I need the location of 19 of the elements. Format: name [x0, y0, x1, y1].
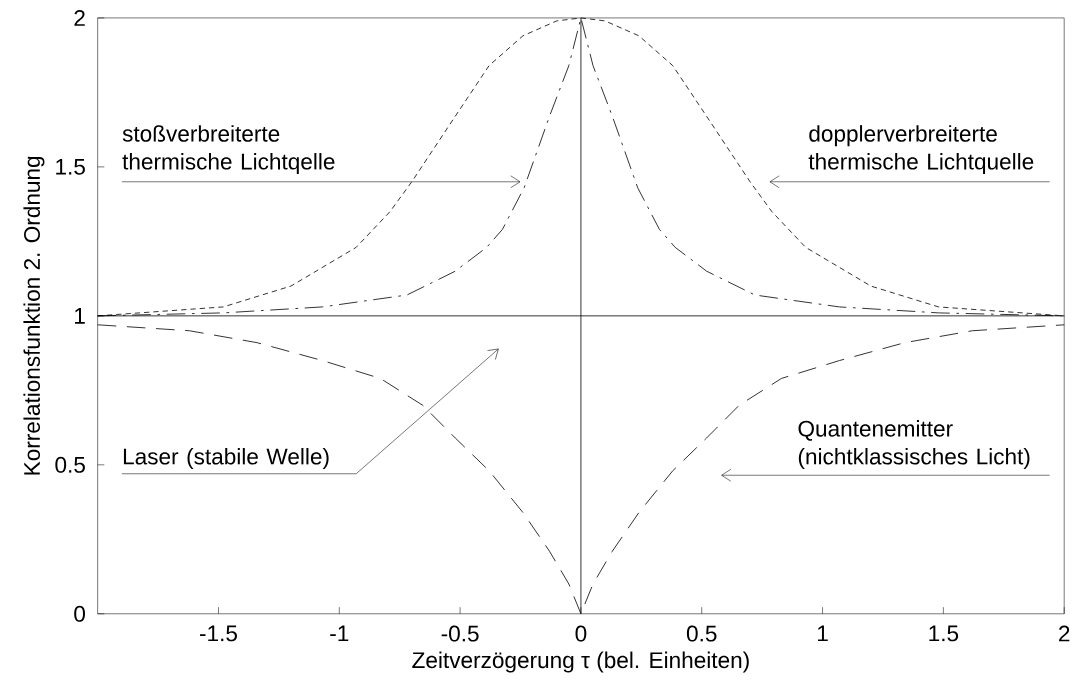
- x-tick-label: 0: [575, 625, 587, 642]
- y-tick-label: 1.5: [56, 159, 85, 176]
- y-axis-title: Korrelationsfunktion 2. Ordnung: [23, 157, 45, 475]
- x-tick-label: 1: [818, 625, 828, 642]
- annotation: stoßverbreiterte thermische Lichtqelle: [122, 125, 335, 175]
- x-tick-label: -0.5: [441, 625, 479, 642]
- x-tick-label: -1.5: [200, 625, 237, 642]
- x-tick-label: 1.5: [929, 625, 959, 642]
- y-tick-label: 0.5: [55, 457, 85, 474]
- y-tick-label: 1: [75, 308, 85, 324]
- y-tick-label: 0: [74, 606, 86, 623]
- x-axis-title: Zeitverzögerung τ (bel. Einheiten): [412, 651, 749, 673]
- annotation: dopplerverbreiterte thermische Lichtquelle: [808, 125, 1034, 175]
- x-tick-label: -1: [330, 625, 349, 642]
- annotation: Laser (stabile Welle): [123, 448, 329, 470]
- x-tick-label: 2: [1059, 625, 1070, 642]
- annotation: Quantenemitter (nichtklassisches Licht): [798, 420, 1030, 470]
- y-tick-label: 2: [74, 10, 85, 27]
- x-tick-label: 0.5: [686, 625, 717, 642]
